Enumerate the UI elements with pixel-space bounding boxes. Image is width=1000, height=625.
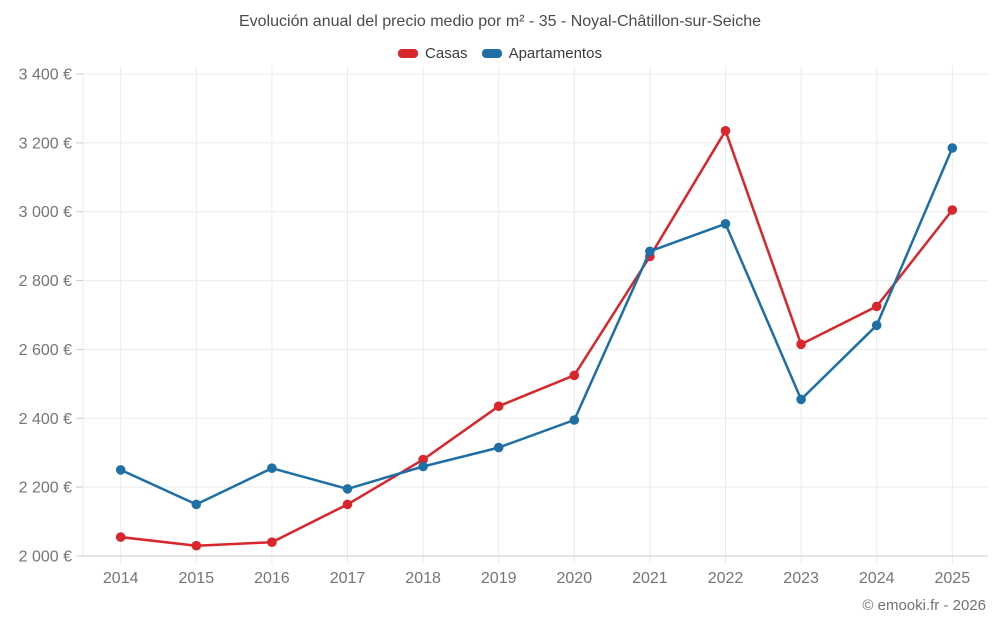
data-point-apartamentos-2023[interactable] <box>796 394 806 405</box>
data-point-apartamentos-2014[interactable] <box>115 465 126 475</box>
data-point-casas-2024[interactable] <box>871 301 882 312</box>
data-point-apartamentos-2015[interactable] <box>191 499 202 510</box>
legend-item-apartamentos[interactable]: Apartamentos <box>481 45 602 62</box>
data-point-apartamentos-2019[interactable] <box>493 442 504 453</box>
y-axis-label: 2 000 € <box>19 549 72 566</box>
data-point-apartamentos-2017[interactable] <box>342 484 353 494</box>
data-point-apartamentos-2025[interactable] <box>947 143 958 153</box>
legend-swatch-icon <box>481 49 502 58</box>
x-axis-label: 2014 <box>103 570 139 587</box>
y-axis-label: 2 800 € <box>19 273 72 290</box>
y-axis-label: 3 400 € <box>19 67 72 84</box>
x-axis-label: 2021 <box>632 570 668 587</box>
data-point-apartamentos-2020[interactable] <box>569 415 580 425</box>
data-point-apartamentos-2024[interactable] <box>871 320 882 331</box>
x-axis-label: 2016 <box>254 570 290 587</box>
data-point-apartamentos-2021[interactable] <box>645 246 655 257</box>
data-point-casas-2014[interactable] <box>115 532 126 542</box>
chart-title: Evolución anual del precio medio por m² … <box>238 13 761 30</box>
x-axis-label: 2025 <box>935 570 971 587</box>
x-axis-label: 2015 <box>179 570 215 587</box>
data-point-casas-2016[interactable] <box>267 537 277 547</box>
data-point-casas-2020[interactable] <box>569 370 580 381</box>
footer-credit: © emooki.fr - 2026 <box>862 597 986 614</box>
legend-label: Casas <box>425 45 468 62</box>
x-axis-label: 2023 <box>783 570 819 587</box>
x-axis-label: 2020 <box>557 570 593 587</box>
legend-label: Apartamentos <box>508 45 602 62</box>
y-axis-label: 2 400 € <box>19 411 72 428</box>
data-point-casas-2022[interactable] <box>720 126 731 136</box>
y-axis-label: 3 200 € <box>19 135 72 152</box>
data-point-apartamentos-2022[interactable] <box>720 219 731 229</box>
legend-swatch-icon <box>398 49 419 58</box>
data-point-casas-2025[interactable] <box>947 205 958 215</box>
data-point-casas-2019[interactable] <box>493 401 504 412</box>
x-axis-label: 2018 <box>405 570 441 587</box>
series-line-apartamentos <box>119 146 954 506</box>
x-axis-label: 2024 <box>859 570 895 587</box>
x-axis-label: 2019 <box>481 570 517 587</box>
x-axis-label: 2017 <box>330 570 366 587</box>
y-axis-label: 2 200 € <box>19 480 72 497</box>
series-line-casas <box>119 129 954 547</box>
legend-item-casas[interactable]: Casas <box>398 45 468 62</box>
data-point-casas-2018[interactable] <box>418 454 428 465</box>
data-point-apartamentos-2016[interactable] <box>267 463 277 474</box>
data-point-casas-2023[interactable] <box>796 339 806 350</box>
data-point-casas-2017[interactable] <box>342 499 353 510</box>
legend: Casas Apartamentos <box>0 45 1000 62</box>
y-axis-label: 3 000 € <box>19 204 72 221</box>
x-axis-label: 2022 <box>708 570 744 587</box>
data-point-apartamentos-2018[interactable] <box>418 461 428 472</box>
data-point-casas-2015[interactable] <box>191 540 202 551</box>
y-axis-label: 2 600 € <box>19 342 72 359</box>
